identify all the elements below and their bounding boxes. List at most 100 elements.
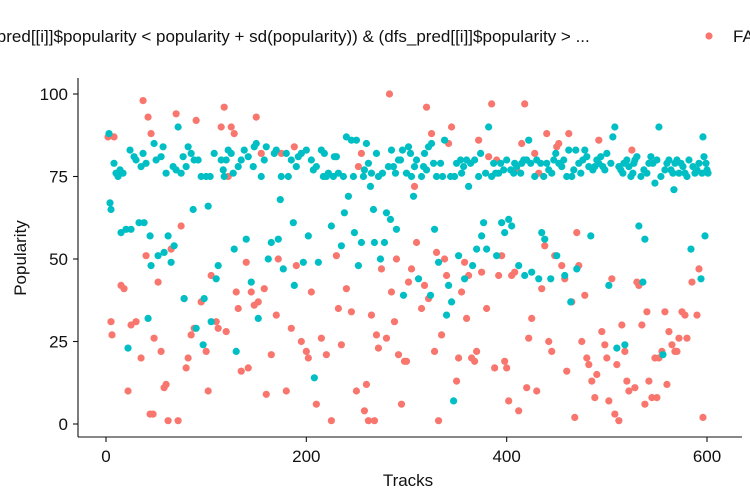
data-point-false <box>422 103 431 111</box>
data-point-true <box>157 153 165 161</box>
data-point-true <box>567 298 575 306</box>
data-point-false <box>588 377 596 385</box>
data-point-true <box>160 248 168 256</box>
data-point-true <box>500 166 508 174</box>
data-point-false <box>154 278 162 286</box>
data-point-true <box>669 169 677 177</box>
data-point-false <box>412 238 421 247</box>
data-point-true <box>249 163 257 171</box>
data-point-false <box>653 394 661 402</box>
data-point-true <box>229 169 237 177</box>
data-point-false <box>390 318 399 326</box>
data-point-false <box>174 417 182 425</box>
data-point-true <box>376 255 385 263</box>
data-point-false <box>665 328 673 336</box>
data-point-true <box>565 146 573 154</box>
data-point-true <box>257 172 265 181</box>
data-point-true <box>267 238 275 247</box>
axis-ticks: 0 200 400 600 0 25 50 75 100 <box>40 85 722 466</box>
data-point-true <box>480 219 488 227</box>
data-point-false <box>162 380 170 388</box>
data-point-false <box>693 311 701 319</box>
data-point-false <box>668 341 676 349</box>
data-point-false <box>410 182 419 190</box>
data-point-true <box>200 295 208 303</box>
data-point-true <box>378 169 387 177</box>
data-point-true <box>454 252 463 260</box>
data-point-true <box>352 136 361 144</box>
data-point-true <box>260 156 268 164</box>
data-point-true <box>607 159 615 167</box>
data-point-true <box>442 311 451 319</box>
data-point-true <box>312 163 320 171</box>
data-point-true <box>438 172 447 181</box>
data-point-true <box>360 166 369 174</box>
data-point-true <box>483 245 491 253</box>
data-point-true <box>182 163 190 171</box>
data-point-false <box>290 143 298 151</box>
data-point-true <box>162 169 170 177</box>
data-point-false <box>643 308 651 316</box>
data-point-true <box>126 146 134 154</box>
data-point-false <box>177 222 185 230</box>
data-point-false <box>377 265 386 273</box>
data-point-false <box>347 308 356 316</box>
data-point-false <box>440 255 449 263</box>
data-point-false <box>385 90 394 98</box>
data-point-true <box>147 262 155 270</box>
data-point-false <box>417 304 426 313</box>
data-point-true <box>647 153 655 161</box>
data-point-true <box>320 149 328 157</box>
data-point-true <box>179 153 187 161</box>
data-point-true <box>227 149 235 157</box>
legend-label-false: FALSE <box>733 27 750 46</box>
data-point-true <box>391 169 400 177</box>
data-point-false <box>172 110 180 118</box>
data-points <box>104 90 712 425</box>
data-point-false <box>312 400 320 408</box>
data-point-false <box>528 314 536 322</box>
data-point-false <box>107 318 115 326</box>
data-point-true <box>174 123 182 131</box>
data-point-false <box>192 116 200 124</box>
data-point-true <box>272 146 280 154</box>
data-point-true <box>432 172 441 181</box>
data-point-false <box>382 334 391 342</box>
data-point-true <box>170 242 178 250</box>
data-point-true <box>392 225 401 233</box>
data-point-true <box>184 143 192 151</box>
data-point-true <box>240 146 248 154</box>
data-point-true <box>675 169 683 177</box>
data-point-true <box>406 149 415 157</box>
data-point-true <box>659 351 667 359</box>
data-point-true <box>573 265 581 273</box>
data-point-false <box>695 265 703 273</box>
data-point-false <box>681 311 689 319</box>
y-axis-title: Popularity <box>11 220 30 296</box>
data-point-false <box>392 255 401 263</box>
data-point-true <box>277 172 285 181</box>
data-point-false <box>157 347 165 355</box>
data-point-false <box>242 258 250 266</box>
data-point-true <box>287 156 295 164</box>
data-point-false <box>362 380 371 388</box>
data-point-true <box>434 258 443 266</box>
data-point-true <box>471 156 479 164</box>
data-point-false <box>372 331 381 339</box>
data-point-true <box>167 258 175 266</box>
data-point-true <box>144 314 152 322</box>
data-point-false <box>688 278 696 286</box>
data-point-true <box>619 169 627 177</box>
data-point-false <box>501 357 509 365</box>
data-point-false <box>628 146 636 154</box>
data-point-false <box>257 149 265 157</box>
data-point-true <box>399 291 408 299</box>
data-point-true <box>548 169 556 177</box>
data-point-false <box>683 334 691 342</box>
data-point-false <box>232 288 240 296</box>
data-point-false <box>525 334 533 342</box>
data-point-true <box>420 149 429 157</box>
data-point-false <box>615 417 623 425</box>
data-point-true <box>382 209 391 217</box>
data-point-false <box>538 285 546 293</box>
